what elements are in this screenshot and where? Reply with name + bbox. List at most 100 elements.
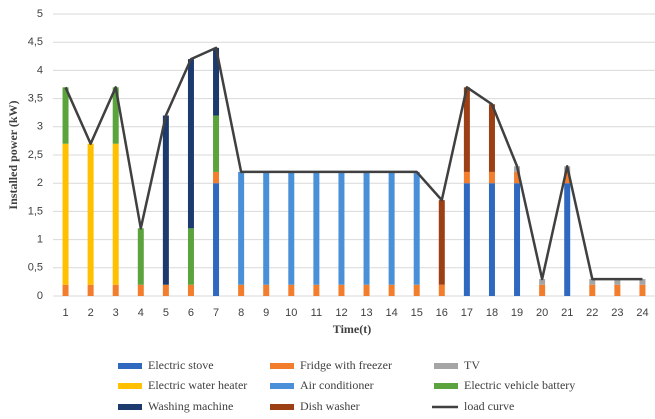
legend-swatch [270,404,294,410]
x-tick-label: 16 [436,307,448,319]
legend-label: Fridge with freezer [300,358,392,372]
bar-segment [463,183,470,296]
legend-label: Dish washer [300,399,360,413]
legend-label: load curve [464,399,514,413]
bar-segment [463,171,470,184]
bar-segment [162,115,169,285]
x-tick-label: 2 [88,307,94,319]
x-tick-label: 17 [461,307,473,319]
bar-segment [438,200,445,285]
bar-segment [112,87,119,144]
x-tick-label: 18 [486,307,498,319]
y-tick-label: 5 [37,8,43,20]
legend-label: Electric water heater [148,378,247,392]
bar-segment [338,171,345,285]
bar-segment [213,47,220,116]
x-tick-label: 13 [360,307,372,319]
legend-swatch [118,404,142,410]
x-tick-label: 5 [163,307,169,319]
y-tick-label: 1,5 [28,205,43,217]
x-tick-label: 22 [586,307,598,319]
bar-segment [213,171,220,184]
bar-segment [539,279,546,285]
y-tick-label: 4 [37,64,43,76]
x-tick-label: 1 [62,307,68,319]
x-tick-label: 11 [311,307,322,319]
bar-segment [388,171,395,285]
bar-segment [313,284,320,296]
bar-segment [288,171,295,285]
y-axis-title: Installed power (kW) [6,100,20,209]
legend-swatch [434,383,458,389]
bar-segment [463,87,470,172]
bar-segment [514,183,521,296]
x-tick-label: 4 [138,307,144,319]
bar-segment [288,284,295,296]
legend-label: TV [464,358,480,372]
y-tick-label: 3 [37,121,43,133]
bar-segment [238,284,245,296]
y-tick-label: 3,5 [28,93,43,105]
legend-swatch [118,383,142,389]
legend-swatch [270,363,294,369]
bar-segment [639,284,646,296]
legend-swatch [434,363,458,369]
x-tick-label: 8 [238,307,244,319]
bar-segment [62,143,69,285]
y-tick-label: 2,5 [28,149,43,161]
y-tick-label: 2 [37,177,43,189]
bar-segment [413,284,420,296]
bar-segment [488,171,495,184]
bar-segment [87,284,94,296]
bar-segment [438,284,445,296]
x-tick-label: 12 [335,307,347,319]
bar-segment [162,284,169,296]
legend-label: Air conditioner [300,378,374,392]
bar-segment [187,228,194,285]
bar-segment [363,284,370,296]
x-tick-label: 7 [213,307,219,319]
x-tick-label: 20 [536,307,548,319]
bar-segment [589,284,596,296]
y-tick-label: 0 [37,290,43,302]
bar-segment [137,284,144,296]
x-tick-label: 14 [386,307,398,319]
bar-segment [62,87,69,144]
bar-segment [413,171,420,285]
bar-segment [87,143,94,285]
bar-segment [388,284,395,296]
bar-segment [313,171,320,285]
bar-segment [564,183,571,296]
bar-segment [263,284,270,296]
x-tick-label: 6 [188,307,194,319]
bar-segment [564,171,571,184]
bar-segment [112,284,119,296]
bar-segment [213,183,220,296]
x-tick-label: 9 [263,307,269,319]
x-tick-label: 23 [611,307,623,319]
bar-segment [213,115,220,172]
y-tick-label: 4,5 [28,36,43,48]
bar-segment [614,284,621,296]
bar-segment [112,143,119,285]
x-tick-label: 3 [113,307,119,319]
bar-segment [488,104,495,172]
bar-segment [589,279,596,285]
bar-segment [338,284,345,296]
x-tick-label: 10 [285,307,297,319]
x-tick-label: 19 [511,307,523,319]
bar-segment [187,284,194,296]
bar-segment [639,279,646,285]
bar-segment [539,284,546,296]
bar-segment [137,228,144,285]
y-tick-label: 1 [37,234,43,246]
legend-label: Electric vehicle battery [464,378,575,392]
x-tick-label: 15 [411,307,423,319]
legend-label: Electric stove [148,358,214,372]
bar-segment [62,284,69,296]
bar-segment [363,171,370,285]
bar-segment [514,171,521,184]
legend-swatch [270,383,294,389]
x-tick-label: 24 [636,307,648,319]
